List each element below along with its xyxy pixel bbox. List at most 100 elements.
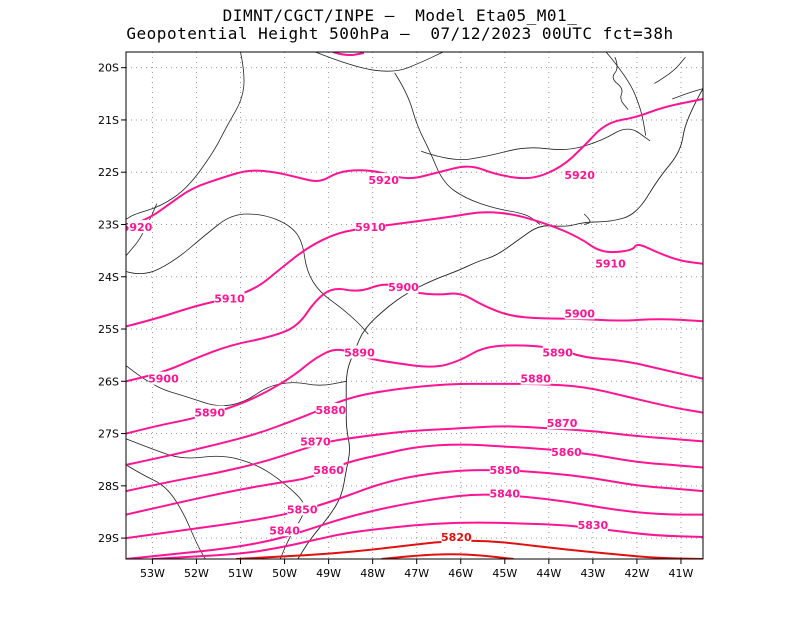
state-border bbox=[126, 365, 347, 407]
map-title-line-1: DIMNT/CGCT/INPE – Model Eta05_M01_ bbox=[222, 6, 578, 25]
lat-tick-label: 28S bbox=[98, 480, 119, 493]
state-border bbox=[126, 52, 245, 220]
lon-tick-label: 47W bbox=[404, 567, 429, 580]
contour-label-background bbox=[489, 463, 520, 477]
contour-label-5820: 5820 bbox=[441, 531, 472, 544]
contour-label-5890: 5890 bbox=[344, 347, 375, 360]
coastline bbox=[297, 88, 703, 559]
contour-label-background bbox=[547, 416, 578, 430]
axis-tick-labels: 20S 21S 22S 23S 24S 25S 26S 27S 28S 29S 53W 52W 51W 5… bbox=[98, 62, 694, 580]
contour-line-5920 bbox=[126, 98, 703, 229]
contour-label-background bbox=[564, 167, 595, 181]
lat-tick-label: 22S bbox=[98, 166, 119, 179]
contour-label-5860: 5860 bbox=[551, 446, 582, 459]
contour-label-background bbox=[542, 345, 573, 359]
contour-label-5840: 5840 bbox=[489, 488, 520, 501]
contour-label-5870: 5870 bbox=[547, 417, 578, 430]
contour-label-background bbox=[520, 371, 551, 385]
contour-label-5890: 5890 bbox=[542, 347, 573, 360]
contour-label-background bbox=[315, 403, 346, 417]
lake-outline bbox=[583, 213, 591, 225]
contour-label-background bbox=[595, 256, 626, 270]
contour-label-background bbox=[577, 518, 608, 532]
state-border bbox=[605, 52, 647, 136]
contour-line-5830 bbox=[152, 521, 703, 559]
contour-label-background bbox=[489, 486, 520, 500]
contour-label-5900: 5900 bbox=[564, 307, 595, 320]
lat-tick-label: 23S bbox=[98, 218, 119, 231]
contour-line-5920 bbox=[332, 52, 364, 57]
contour-label-5840: 5840 bbox=[269, 524, 300, 537]
contour-label-5920: 5920 bbox=[564, 169, 595, 182]
contour-line-5850 bbox=[126, 469, 703, 540]
contour-label-background bbox=[368, 173, 399, 187]
lat-tick-label: 24S bbox=[98, 271, 119, 284]
lat-tick-label: 29S bbox=[98, 532, 119, 545]
lon-tick-label: 50W bbox=[272, 567, 297, 580]
state-border bbox=[394, 72, 541, 225]
state-border bbox=[126, 213, 369, 335]
contour-label-background bbox=[300, 434, 331, 448]
lon-tick-label: 51W bbox=[228, 567, 253, 580]
contour-label-5860: 5860 bbox=[313, 464, 344, 477]
contour-label-5870: 5870 bbox=[300, 435, 331, 448]
contour-label-5890: 5890 bbox=[194, 407, 225, 420]
lon-tick-label: 53W bbox=[140, 567, 165, 580]
contour-label-5920: 5920 bbox=[368, 174, 399, 187]
contour-label-background bbox=[355, 220, 386, 234]
plot-frame bbox=[125, 51, 704, 560]
lat-tick-label: 25S bbox=[98, 323, 119, 336]
contour-label-background bbox=[148, 371, 179, 385]
state-border bbox=[315, 52, 444, 72]
lon-tick-label: 41W bbox=[669, 567, 694, 580]
lat-tick-label: 20S bbox=[98, 62, 119, 75]
lon-tick-label: 42W bbox=[624, 567, 649, 580]
lat-tick-label: 26S bbox=[98, 375, 119, 388]
contour-line-5910 bbox=[126, 211, 703, 328]
lon-tick-label: 44W bbox=[536, 567, 561, 580]
state-border bbox=[420, 128, 651, 161]
contour-label-5850: 5850 bbox=[489, 464, 520, 477]
contour-label-5850: 5850 bbox=[287, 503, 318, 516]
contour-label-background bbox=[126, 220, 153, 234]
contour-label-background bbox=[269, 523, 300, 537]
contour-line-5840 bbox=[126, 493, 703, 559]
lon-tick-label: 45W bbox=[492, 567, 517, 580]
contour-line-5870 bbox=[126, 425, 703, 493]
contour-line-5890 bbox=[126, 344, 703, 435]
contour-label-background bbox=[564, 306, 595, 320]
contour-line-5900 bbox=[126, 283, 703, 383]
state-border bbox=[672, 88, 703, 100]
contour-label-5910: 5910 bbox=[214, 293, 245, 306]
contour-label-5900: 5900 bbox=[148, 373, 179, 386]
contour-line-5810 bbox=[381, 553, 514, 559]
contour-label-background bbox=[214, 291, 245, 305]
lon-tick-label: 43W bbox=[580, 567, 605, 580]
lon-tick-label: 52W bbox=[184, 567, 209, 580]
state-boundaries bbox=[126, 52, 703, 559]
lat-tick-label: 21S bbox=[98, 114, 119, 127]
contour-label-background bbox=[287, 502, 318, 516]
contour-label-background bbox=[344, 345, 375, 359]
contour-label-background bbox=[551, 444, 582, 458]
contour-label-background bbox=[313, 463, 344, 477]
contour-label-background bbox=[441, 530, 472, 544]
contour-label-5910: 5910 bbox=[355, 221, 386, 234]
state-border bbox=[126, 464, 206, 559]
lon-tick-label: 48W bbox=[360, 567, 385, 580]
contour-label-5880: 5880 bbox=[316, 404, 347, 417]
lon-tick-label: 49W bbox=[316, 567, 341, 580]
contour-line-5860 bbox=[126, 443, 703, 516]
lake-outline bbox=[612, 57, 629, 110]
contour-label-background bbox=[194, 405, 225, 419]
contour-label-5910: 5910 bbox=[595, 258, 626, 271]
contour-label-background bbox=[388, 280, 419, 294]
map-title-line-2: Geopotential Height 500hPa – 07/12/2023 … bbox=[126, 24, 674, 43]
contour-label-5830: 5830 bbox=[578, 519, 609, 532]
height-contours: 5920 5920 5920 5910 5910 5910 5900 5900 5900 5890… bbox=[122, 52, 703, 559]
contour-label-5880: 5880 bbox=[520, 373, 551, 386]
lon-tick-label: 46W bbox=[448, 567, 473, 580]
state-border bbox=[654, 56, 686, 84]
contour-label-5920: 5920 bbox=[122, 221, 153, 234]
